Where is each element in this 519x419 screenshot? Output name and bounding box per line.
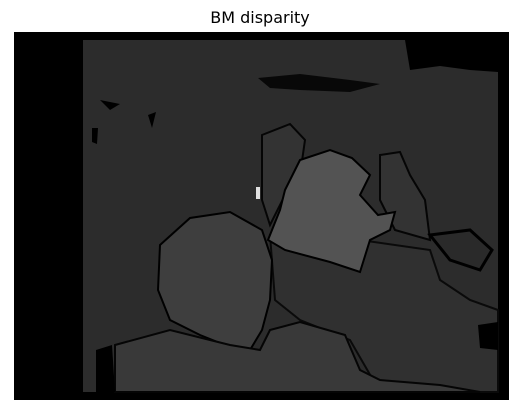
hole	[258, 74, 380, 92]
region	[427, 228, 494, 272]
hole	[405, 40, 498, 72]
foreground-object	[156, 210, 274, 352]
foreground-object	[266, 148, 397, 274]
region	[114, 320, 481, 393]
bright-speck	[256, 187, 260, 199]
image-title: BM disparity	[210, 8, 310, 27]
hole	[478, 322, 498, 350]
hole	[96, 345, 115, 392]
region	[268, 233, 499, 393]
disparity-image	[14, 32, 509, 400]
